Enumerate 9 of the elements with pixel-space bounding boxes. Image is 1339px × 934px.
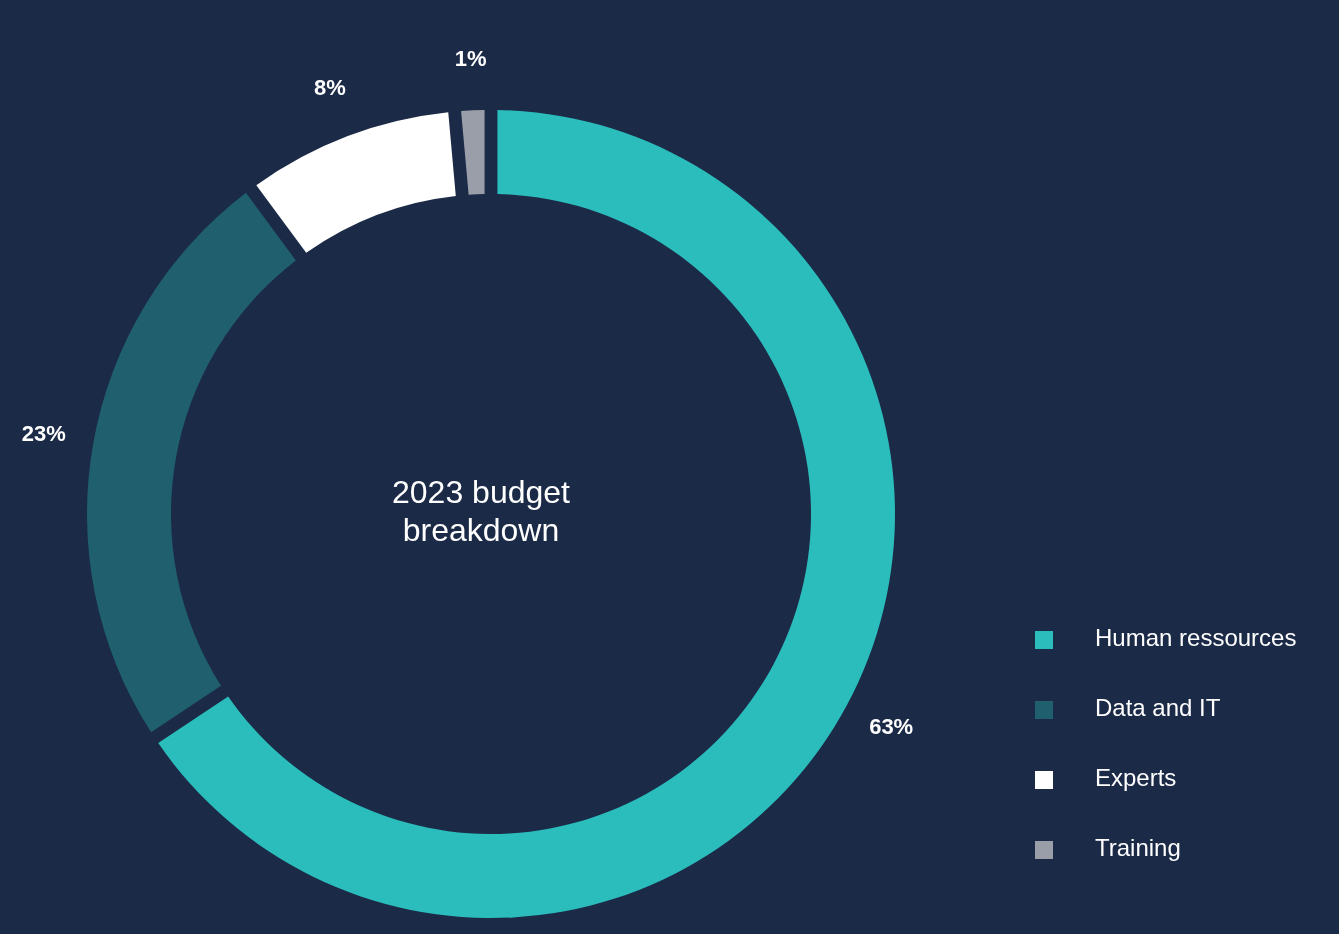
legend-label: Human ressources <box>1095 624 1297 652</box>
data-label: 1% <box>454 46 487 72</box>
data-label: 23% <box>21 421 66 447</box>
legend-label: Experts <box>1095 764 1177 792</box>
data-label: 63% <box>869 714 914 740</box>
legend-label: Training <box>1095 834 1181 862</box>
legend-label: Data and IT <box>1095 694 1221 722</box>
data-label: 8% <box>313 75 346 101</box>
text: 2023 budget breakdown <box>392 474 571 549</box>
